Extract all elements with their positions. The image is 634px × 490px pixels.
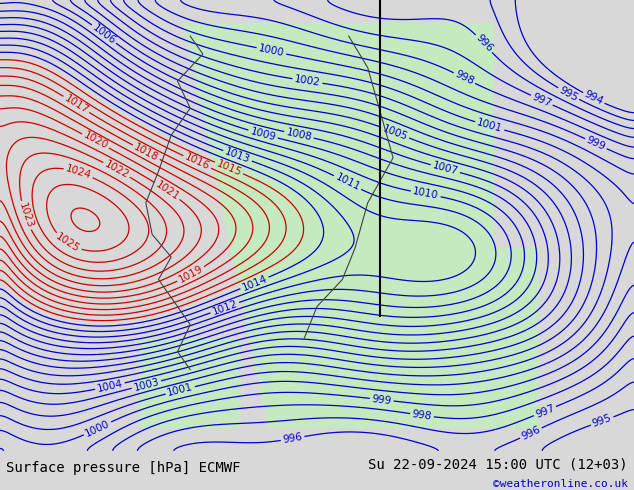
Text: 1022: 1022 xyxy=(103,159,131,180)
Text: 1008: 1008 xyxy=(285,127,313,143)
Text: 999: 999 xyxy=(372,393,392,406)
Text: 1001: 1001 xyxy=(476,118,503,134)
Text: 1000: 1000 xyxy=(84,418,112,439)
Text: 1009: 1009 xyxy=(249,126,277,143)
Text: 1000: 1000 xyxy=(257,43,285,58)
Text: 1007: 1007 xyxy=(431,160,459,177)
Text: 1001: 1001 xyxy=(166,382,194,398)
Text: 999: 999 xyxy=(585,135,607,152)
Text: 1015: 1015 xyxy=(215,158,243,178)
Text: 1012: 1012 xyxy=(210,298,239,317)
Text: 1020: 1020 xyxy=(82,130,109,151)
Text: ©weatheronline.co.uk: ©weatheronline.co.uk xyxy=(493,479,628,489)
Text: 1011: 1011 xyxy=(333,172,361,193)
Text: 996: 996 xyxy=(282,432,303,445)
Text: 1016: 1016 xyxy=(183,152,211,172)
Text: 1013: 1013 xyxy=(223,147,252,165)
Text: Surface pressure [hPa] ECMWF: Surface pressure [hPa] ECMWF xyxy=(6,462,241,475)
Text: 1003: 1003 xyxy=(133,376,160,392)
Text: 1010: 1010 xyxy=(412,187,439,201)
Text: 1024: 1024 xyxy=(65,164,93,181)
Text: 994: 994 xyxy=(583,89,605,107)
Text: 1017: 1017 xyxy=(63,93,90,116)
Text: 1023: 1023 xyxy=(16,201,34,230)
Text: 1019: 1019 xyxy=(177,264,205,285)
Text: 997: 997 xyxy=(534,403,556,419)
Text: 1021: 1021 xyxy=(153,179,181,202)
Text: 1004: 1004 xyxy=(96,378,124,394)
Text: 997: 997 xyxy=(531,92,553,109)
Text: Su 22-09-2024 15:00 UTC (12+03): Su 22-09-2024 15:00 UTC (12+03) xyxy=(368,458,628,471)
Text: 1006: 1006 xyxy=(91,22,117,46)
Text: 1018: 1018 xyxy=(133,142,160,163)
Text: 998: 998 xyxy=(411,409,432,421)
Text: 996: 996 xyxy=(474,33,495,54)
Text: 996: 996 xyxy=(520,424,542,442)
Text: 995: 995 xyxy=(557,85,579,103)
Text: 1005: 1005 xyxy=(381,123,409,142)
Text: 995: 995 xyxy=(591,413,613,429)
Text: 1002: 1002 xyxy=(294,74,321,88)
Text: 1014: 1014 xyxy=(240,273,269,293)
Text: 998: 998 xyxy=(453,69,476,87)
Text: 1025: 1025 xyxy=(54,232,82,254)
